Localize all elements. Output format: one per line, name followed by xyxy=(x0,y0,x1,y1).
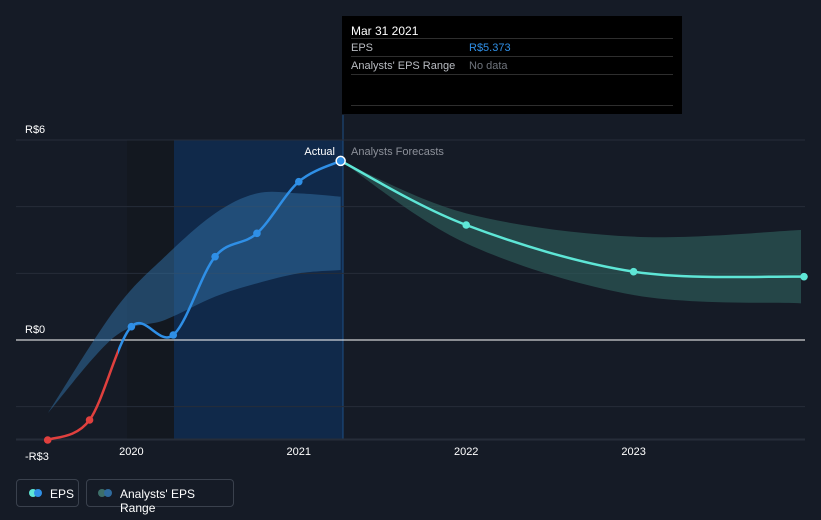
eps-point xyxy=(253,229,261,238)
forecast-point xyxy=(800,272,808,281)
eps-line-positive xyxy=(118,159,342,356)
tooltip-range-value: No data xyxy=(469,60,508,72)
legend-range-dot-actual xyxy=(104,489,112,497)
tooltip-spacer xyxy=(351,74,673,106)
forecast-point xyxy=(462,221,471,229)
x-tick-label: 2023 xyxy=(621,446,645,458)
x-tick-label: 2022 xyxy=(454,446,478,458)
eps-point xyxy=(295,177,303,186)
actual-label: Actual xyxy=(304,146,335,158)
legend-eps[interactable]: EPS xyxy=(16,479,79,507)
x-tick-label: 2021 xyxy=(287,446,311,458)
eps-point xyxy=(85,416,94,424)
y-tick-label: R$6 xyxy=(25,124,45,136)
past-eps-range-area xyxy=(47,191,341,414)
legend-eps-dot-forecast xyxy=(29,489,37,497)
tooltip-eps-value: R$5.373 xyxy=(469,42,511,54)
eps-point xyxy=(43,436,52,444)
legend-eps-label: EPS xyxy=(50,487,75,501)
forecast-label: Analysts Forecasts xyxy=(351,146,444,158)
eps-current-point xyxy=(335,155,346,167)
forecast-eps-range-area xyxy=(340,160,801,304)
tooltip: Mar 31 2021 EPS R$5.373 Analysts' EPS Ra… xyxy=(342,16,682,114)
eps-line-negative xyxy=(47,348,119,442)
tooltip-range-row: Analysts' EPS Range No data xyxy=(351,56,673,74)
tooltip-eps-label: EPS xyxy=(351,42,374,54)
legend-eps-dot-actual xyxy=(34,489,42,497)
x-axis-labels: 2020 2021 2022 2023 xyxy=(119,446,646,458)
series-lines xyxy=(47,159,802,442)
eps-point xyxy=(169,331,178,339)
y-tick-label: -R$3 xyxy=(25,451,49,463)
y-tick-label: R$0 xyxy=(25,324,45,336)
x-tick-label: 2020 xyxy=(119,446,143,458)
forecast-point xyxy=(629,267,638,276)
tooltip-date: Mar 31 2021 xyxy=(351,24,419,38)
range-areas xyxy=(47,160,801,414)
series-points xyxy=(43,155,808,444)
forecast-line xyxy=(340,159,802,279)
y-axis-labels: R$6 R$0 -R$3 xyxy=(25,124,49,463)
legend-eps-range[interactable]: Analysts' EPS Range xyxy=(86,479,234,515)
eps-point xyxy=(211,252,219,261)
legend-range-label: Analysts' EPS Range xyxy=(120,487,195,515)
tooltip-range-label: Analysts' EPS Range xyxy=(351,60,456,72)
eps-point xyxy=(127,322,136,331)
legend-range-dot-forecast xyxy=(98,489,106,497)
tooltip-eps-row: EPS R$5.373 xyxy=(351,38,673,56)
